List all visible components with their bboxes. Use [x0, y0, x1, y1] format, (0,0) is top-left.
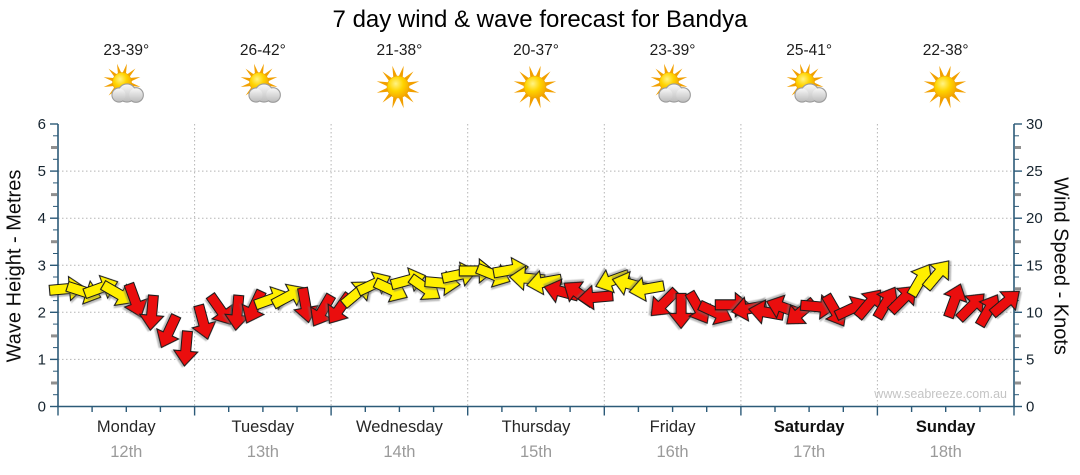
- svg-text:2: 2: [38, 304, 46, 321]
- wind-arrow: [156, 312, 182, 349]
- sunny-icon: [917, 62, 975, 114]
- left-axis-title: Wave Height - Metres: [3, 169, 26, 363]
- temp-range: 23-39°: [103, 42, 150, 59]
- svg-text:30: 30: [1026, 116, 1043, 133]
- watermark: www.seabreeze.com.au: [874, 387, 1007, 401]
- page-title: 7 day wind & wave forecast for Bandya: [332, 6, 748, 33]
- temp-range: 22-38°: [922, 42, 969, 59]
- svg-text:4: 4: [38, 210, 46, 227]
- wind-arrow: [223, 294, 251, 332]
- x-label-day: Monday: [96, 418, 156, 436]
- wind-arrow: [853, 289, 882, 321]
- svg-text:5: 5: [38, 163, 46, 180]
- x-label-date: 12th: [110, 443, 143, 461]
- partly-cloudy-icon: [644, 62, 702, 114]
- x-label-date: 18th: [929, 443, 962, 461]
- right-axis-title: Wind Speed - Knots: [1049, 177, 1072, 355]
- wind-arrow: [942, 283, 968, 320]
- x-label-day: Saturday: [773, 418, 845, 436]
- svg-text:6: 6: [38, 116, 46, 133]
- partly-cloudy-icon: [234, 62, 292, 114]
- x-label-day: Sunday: [915, 418, 976, 436]
- temp-range: 20-37°: [513, 42, 559, 59]
- svg-text:20: 20: [1026, 210, 1043, 227]
- x-label-day: Friday: [649, 418, 696, 436]
- wind-arrow: [988, 290, 1020, 319]
- x-label-day: Thursday: [501, 418, 571, 436]
- wind-arrow: [123, 281, 148, 318]
- wind-arrow: [667, 292, 695, 330]
- x-label-day: Tuesday: [231, 418, 295, 436]
- svg-text:1: 1: [38, 351, 46, 368]
- wind-arrow: [921, 260, 950, 292]
- x-label-day: Wednesday: [356, 418, 443, 436]
- svg-text:5: 5: [1026, 351, 1034, 368]
- wind-arrow: [138, 294, 165, 332]
- temp-range: 26-42°: [239, 42, 286, 59]
- wind-arrow: [205, 291, 233, 325]
- x-label-date: 17th: [793, 443, 826, 461]
- wind-arrow: [525, 269, 563, 296]
- partly-cloudy-icon: [97, 62, 155, 114]
- wind-arrow: [628, 276, 666, 303]
- svg-text:25: 25: [1026, 163, 1043, 180]
- svg-text:0: 0: [38, 399, 46, 416]
- svg-text:15: 15: [1026, 257, 1043, 274]
- svg-text:10: 10: [1026, 304, 1043, 321]
- temp-range: 23-39°: [649, 42, 696, 59]
- x-label-date: 16th: [656, 443, 689, 461]
- x-label-date: 15th: [519, 443, 553, 461]
- sunny-icon: [507, 62, 565, 114]
- sunny-icon: [370, 62, 428, 114]
- wind-arrow: [172, 330, 199, 367]
- temp-range: 21-38°: [376, 42, 423, 59]
- wind-arrow: [650, 286, 681, 317]
- wind-arrow: [191, 303, 217, 341]
- svg-text:3: 3: [38, 257, 46, 274]
- temp-range: 25-41°: [786, 42, 833, 59]
- x-label-date: 13th: [246, 443, 279, 461]
- x-label-date: 14th: [383, 443, 416, 461]
- partly-cloudy-icon: [780, 62, 838, 114]
- wind-arrow: [872, 286, 899, 321]
- svg-text:0: 0: [1026, 399, 1034, 416]
